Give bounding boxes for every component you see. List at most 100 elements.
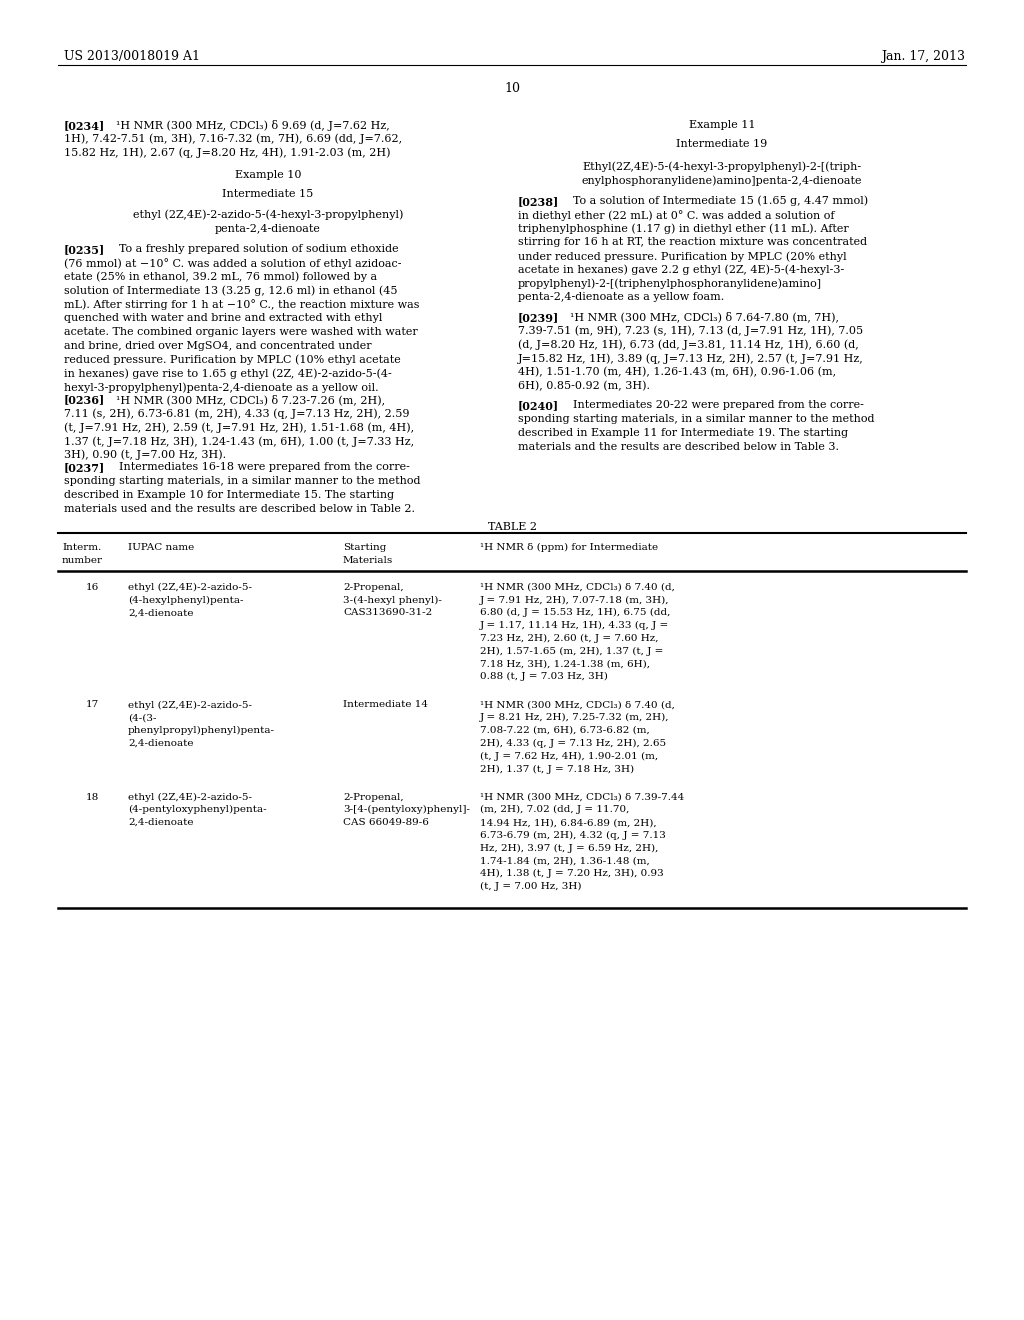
Text: J = 1.17, 11.14 Hz, 1H), 4.33 (q, J =: J = 1.17, 11.14 Hz, 1H), 4.33 (q, J = xyxy=(480,620,670,630)
Text: 2-Propenal,: 2-Propenal, xyxy=(343,582,403,591)
Text: Intermediate 14: Intermediate 14 xyxy=(343,701,428,709)
Text: (76 mmol) at −10° C. was added a solution of ethyl azidoac-: (76 mmol) at −10° C. was added a solutio… xyxy=(63,257,401,269)
Text: ¹H NMR (300 MHz, CDCl₃) δ 9.69 (d, J=7.62 Hz,: ¹H NMR (300 MHz, CDCl₃) δ 9.69 (d, J=7.6… xyxy=(116,120,390,131)
Text: sponding starting materials, in a similar manner to the method: sponding starting materials, in a simila… xyxy=(518,414,874,424)
Text: Example 11: Example 11 xyxy=(689,120,756,129)
Text: Intermediate 19: Intermediate 19 xyxy=(677,140,768,149)
Text: sponding starting materials, in a similar manner to the method: sponding starting materials, in a simila… xyxy=(63,477,421,486)
Text: 2,4-dienoate: 2,4-dienoate xyxy=(128,739,194,747)
Text: ¹H NMR (300 MHz, CDCl₃) δ 7.39-7.44: ¹H NMR (300 MHz, CDCl₃) δ 7.39-7.44 xyxy=(480,792,684,801)
Text: ¹H NMR (300 MHz, CDCl₃) δ 7.23-7.26 (m, 2H),: ¹H NMR (300 MHz, CDCl₃) δ 7.23-7.26 (m, … xyxy=(116,395,385,405)
Text: 1H), 7.42-7.51 (m, 3H), 7.16-7.32 (m, 7H), 6.69 (dd, J=7.62,: 1H), 7.42-7.51 (m, 3H), 7.16-7.32 (m, 7H… xyxy=(63,133,402,144)
Text: penta-2,4-dienoate as a yellow foam.: penta-2,4-dienoate as a yellow foam. xyxy=(518,293,724,302)
Text: 3-(4-hexyl phenyl)-: 3-(4-hexyl phenyl)- xyxy=(343,595,442,605)
Text: CAS313690-31-2: CAS313690-31-2 xyxy=(343,609,432,618)
Text: mL). After stirring for 1 h at −10° C., the reaction mixture was: mL). After stirring for 1 h at −10° C., … xyxy=(63,300,420,310)
Text: J = 7.91 Hz, 2H), 7.07-7.18 (m, 3H),: J = 7.91 Hz, 2H), 7.07-7.18 (m, 3H), xyxy=(480,595,670,605)
Text: 7.18 Hz, 3H), 1.24-1.38 (m, 6H),: 7.18 Hz, 3H), 1.24-1.38 (m, 6H), xyxy=(480,660,650,668)
Text: described in Example 11 for Intermediate 19. The starting: described in Example 11 for Intermediate… xyxy=(518,428,848,438)
Text: described in Example 10 for Intermediate 15. The starting: described in Example 10 for Intermediate… xyxy=(63,490,394,500)
Text: J=15.82 Hz, 1H), 3.89 (q, J=7.13 Hz, 2H), 2.57 (t, J=7.91 Hz,: J=15.82 Hz, 1H), 3.89 (q, J=7.13 Hz, 2H)… xyxy=(518,354,864,364)
Text: Hz, 2H), 3.97 (t, J = 6.59 Hz, 2H),: Hz, 2H), 3.97 (t, J = 6.59 Hz, 2H), xyxy=(480,843,658,853)
Text: IUPAC name: IUPAC name xyxy=(128,543,195,552)
Text: ethyl (2Z,4E)-2-azido-5-(4-hexyl-3-propylphenyl): ethyl (2Z,4E)-2-azido-5-(4-hexyl-3-propy… xyxy=(133,210,403,220)
Text: 6.73-6.79 (m, 2H), 4.32 (q, J = 7.13: 6.73-6.79 (m, 2H), 4.32 (q, J = 7.13 xyxy=(480,832,666,840)
Text: 1.74-1.84 (m, 2H), 1.36-1.48 (m,: 1.74-1.84 (m, 2H), 1.36-1.48 (m, xyxy=(480,857,650,866)
Text: (4-pentyloxyphenyl)penta-: (4-pentyloxyphenyl)penta- xyxy=(128,805,266,814)
Text: (m, 2H), 7.02 (dd, J = 11.70,: (m, 2H), 7.02 (dd, J = 11.70, xyxy=(480,805,630,814)
Text: ¹H NMR (300 MHz, CDCl₃) δ 7.64-7.80 (m, 7H),: ¹H NMR (300 MHz, CDCl₃) δ 7.64-7.80 (m, … xyxy=(570,312,839,322)
Text: 18: 18 xyxy=(86,792,99,801)
Text: To a freshly prepared solution of sodium ethoxide: To a freshly prepared solution of sodium… xyxy=(119,244,398,255)
Text: 6.80 (d, J = 15.53 Hz, 1H), 6.75 (dd,: 6.80 (d, J = 15.53 Hz, 1H), 6.75 (dd, xyxy=(480,609,671,618)
Text: (4-(3-: (4-(3- xyxy=(128,713,157,722)
Text: 3H), 0.90 (t, J=7.00 Hz, 3H).: 3H), 0.90 (t, J=7.00 Hz, 3H). xyxy=(63,450,226,461)
Text: triphenylphosphine (1.17 g) in diethyl ether (11 mL). After: triphenylphosphine (1.17 g) in diethyl e… xyxy=(518,223,849,234)
Text: (t, J = 7.62 Hz, 4H), 1.90-2.01 (m,: (t, J = 7.62 Hz, 4H), 1.90-2.01 (m, xyxy=(480,751,658,760)
Text: [0240]: [0240] xyxy=(518,400,559,411)
Text: Ethyl(2Z,4E)-5-(4-hexyl-3-propylphenyl)-2-[(triph-: Ethyl(2Z,4E)-5-(4-hexyl-3-propylphenyl)-… xyxy=(583,161,861,172)
Text: 2H), 4.33 (q, J = 7.13 Hz, 2H), 2.65: 2H), 4.33 (q, J = 7.13 Hz, 2H), 2.65 xyxy=(480,739,667,748)
Text: 7.11 (s, 2H), 6.73-6.81 (m, 2H), 4.33 (q, J=7.13 Hz, 2H), 2.59: 7.11 (s, 2H), 6.73-6.81 (m, 2H), 4.33 (q… xyxy=(63,408,410,418)
Text: [0239]: [0239] xyxy=(518,312,559,323)
Text: acetate in hexanes) gave 2.2 g ethyl (2Z, 4E)-5-(4-hexyl-3-: acetate in hexanes) gave 2.2 g ethyl (2Z… xyxy=(518,265,844,276)
Text: (4-hexylphenyl)penta-: (4-hexylphenyl)penta- xyxy=(128,595,244,605)
Text: solution of Intermediate 13 (3.25 g, 12.6 ml) in ethanol (45: solution of Intermediate 13 (3.25 g, 12.… xyxy=(63,285,397,296)
Text: Materials: Materials xyxy=(343,556,393,565)
Text: To a solution of Intermediate 15 (1.65 g, 4.47 mmol): To a solution of Intermediate 15 (1.65 g… xyxy=(573,195,868,206)
Text: ¹H NMR (300 MHz, CDCl₃) δ 7.40 (d,: ¹H NMR (300 MHz, CDCl₃) δ 7.40 (d, xyxy=(480,701,675,709)
Text: materials used and the results are described below in Table 2.: materials used and the results are descr… xyxy=(63,504,415,513)
Text: Jan. 17, 2013: Jan. 17, 2013 xyxy=(881,50,965,63)
Text: Example 10: Example 10 xyxy=(234,170,301,180)
Text: Starting: Starting xyxy=(343,543,386,552)
Text: under reduced pressure. Purification by MPLC (20% ethyl: under reduced pressure. Purification by … xyxy=(518,251,847,261)
Text: 4H), 1.51-1.70 (m, 4H), 1.26-1.43 (m, 6H), 0.96-1.06 (m,: 4H), 1.51-1.70 (m, 4H), 1.26-1.43 (m, 6H… xyxy=(518,367,837,378)
Text: 2H), 1.57-1.65 (m, 2H), 1.37 (t, J =: 2H), 1.57-1.65 (m, 2H), 1.37 (t, J = xyxy=(480,647,664,656)
Text: 14.94 Hz, 1H), 6.84-6.89 (m, 2H),: 14.94 Hz, 1H), 6.84-6.89 (m, 2H), xyxy=(480,818,656,828)
Text: [0238]: [0238] xyxy=(518,195,559,207)
Text: phenylpropyl)phenyl)penta-: phenylpropyl)phenyl)penta- xyxy=(128,726,275,735)
Text: [0234]: [0234] xyxy=(63,120,105,131)
Text: enylphosphoranylidene)amino]penta-2,4-dienoate: enylphosphoranylidene)amino]penta-2,4-di… xyxy=(582,176,862,186)
Text: 0.88 (t, J = 7.03 Hz, 3H): 0.88 (t, J = 7.03 Hz, 3H) xyxy=(480,672,608,681)
Text: US 2013/0018019 A1: US 2013/0018019 A1 xyxy=(63,50,200,63)
Text: 6H), 0.85-0.92 (m, 3H).: 6H), 0.85-0.92 (m, 3H). xyxy=(518,380,650,391)
Text: 17: 17 xyxy=(86,701,99,709)
Text: 10: 10 xyxy=(504,82,520,95)
Text: [0236]: [0236] xyxy=(63,395,105,405)
Text: ethyl (2Z,4E)-2-azido-5-: ethyl (2Z,4E)-2-azido-5- xyxy=(128,582,252,591)
Text: 1.37 (t, J=7.18 Hz, 3H), 1.24-1.43 (m, 6H), 1.00 (t, J=7.33 Hz,: 1.37 (t, J=7.18 Hz, 3H), 1.24-1.43 (m, 6… xyxy=(63,436,414,446)
Text: ethyl (2Z,4E)-2-azido-5-: ethyl (2Z,4E)-2-azido-5- xyxy=(128,701,252,710)
Text: in hexanes) gave rise to 1.65 g ethyl (2Z, 4E)-2-azido-5-(4-: in hexanes) gave rise to 1.65 g ethyl (2… xyxy=(63,368,392,379)
Text: materials and the results are described below in Table 3.: materials and the results are described … xyxy=(518,441,839,451)
Text: 2,4-dienoate: 2,4-dienoate xyxy=(128,609,194,618)
Text: 2,4-dienoate: 2,4-dienoate xyxy=(128,818,194,828)
Text: stirring for 16 h at RT, the reaction mixture was concentrated: stirring for 16 h at RT, the reaction mi… xyxy=(518,238,867,247)
Text: 16: 16 xyxy=(86,582,99,591)
Text: penta-2,4-dienoate: penta-2,4-dienoate xyxy=(215,223,321,234)
Text: Intermediates 16-18 were prepared from the corre-: Intermediates 16-18 were prepared from t… xyxy=(119,462,410,473)
Text: 7.23 Hz, 2H), 2.60 (t, J = 7.60 Hz,: 7.23 Hz, 2H), 2.60 (t, J = 7.60 Hz, xyxy=(480,634,658,643)
Text: Interm.: Interm. xyxy=(62,543,101,552)
Text: 2H), 1.37 (t, J = 7.18 Hz, 3H): 2H), 1.37 (t, J = 7.18 Hz, 3H) xyxy=(480,764,634,774)
Text: Intermediates 20-22 were prepared from the corre-: Intermediates 20-22 were prepared from t… xyxy=(573,400,864,411)
Text: 7.39-7.51 (m, 9H), 7.23 (s, 1H), 7.13 (d, J=7.91 Hz, 1H), 7.05: 7.39-7.51 (m, 9H), 7.23 (s, 1H), 7.13 (d… xyxy=(518,326,863,337)
Text: propylphenyl)-2-[(triphenylphosphoranylidene)amino]: propylphenyl)-2-[(triphenylphosphoranyli… xyxy=(518,279,822,289)
Text: and brine, dried over MgSO4, and concentrated under: and brine, dried over MgSO4, and concent… xyxy=(63,341,372,351)
Text: number: number xyxy=(62,556,103,565)
Text: (d, J=8.20 Hz, 1H), 6.73 (dd, J=3.81, 11.14 Hz, 1H), 6.60 (d,: (d, J=8.20 Hz, 1H), 6.73 (dd, J=3.81, 11… xyxy=(518,339,859,350)
Text: J = 8.21 Hz, 2H), 7.25-7.32 (m, 2H),: J = 8.21 Hz, 2H), 7.25-7.32 (m, 2H), xyxy=(480,713,670,722)
Text: (t, J=7.91 Hz, 2H), 2.59 (t, J=7.91 Hz, 2H), 1.51-1.68 (m, 4H),: (t, J=7.91 Hz, 2H), 2.59 (t, J=7.91 Hz, … xyxy=(63,422,414,433)
Text: 4H), 1.38 (t, J = 7.20 Hz, 3H), 0.93: 4H), 1.38 (t, J = 7.20 Hz, 3H), 0.93 xyxy=(480,870,664,879)
Text: 2-Propenal,: 2-Propenal, xyxy=(343,792,403,801)
Text: 7.08-7.22 (m, 6H), 6.73-6.82 (m,: 7.08-7.22 (m, 6H), 6.73-6.82 (m, xyxy=(480,726,650,735)
Text: CAS 66049-89-6: CAS 66049-89-6 xyxy=(343,818,429,828)
Text: in diethyl ether (22 mL) at 0° C. was added a solution of: in diethyl ether (22 mL) at 0° C. was ad… xyxy=(518,210,835,220)
Text: (t, J = 7.00 Hz, 3H): (t, J = 7.00 Hz, 3H) xyxy=(480,882,582,891)
Text: ¹H NMR (300 MHz, CDCl₃) δ 7.40 (d,: ¹H NMR (300 MHz, CDCl₃) δ 7.40 (d, xyxy=(480,582,675,591)
Text: TABLE 2: TABLE 2 xyxy=(487,521,537,532)
Text: [0235]: [0235] xyxy=(63,244,105,255)
Text: Intermediate 15: Intermediate 15 xyxy=(222,189,313,199)
Text: reduced pressure. Purification by MPLC (10% ethyl acetate: reduced pressure. Purification by MPLC (… xyxy=(63,355,400,366)
Text: [0237]: [0237] xyxy=(63,462,105,474)
